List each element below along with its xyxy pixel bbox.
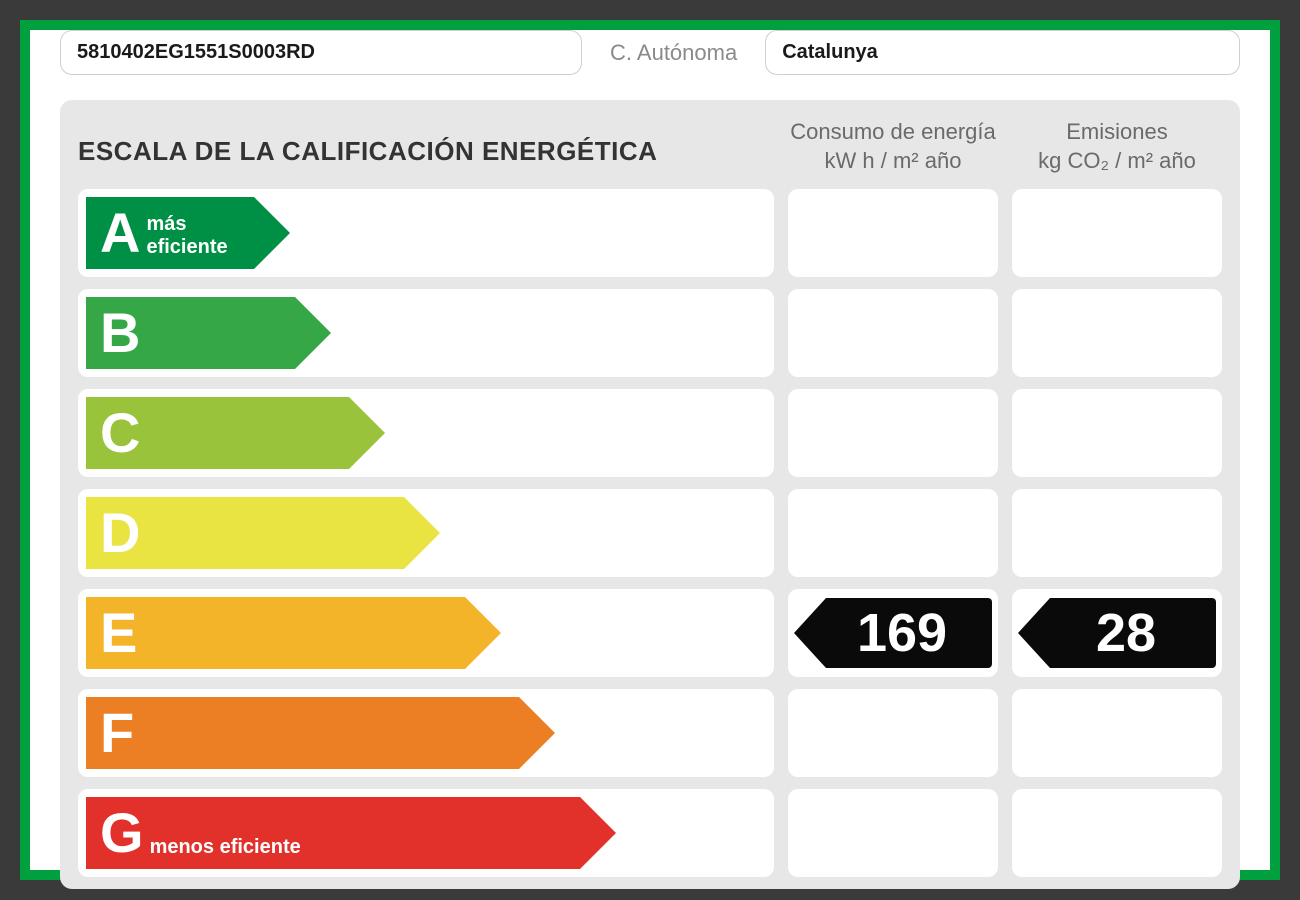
rating-row-f: F bbox=[78, 689, 1222, 777]
rating-rows: Amás eficienteBCDE16928FGmenos eficiente bbox=[78, 189, 1222, 877]
consumption-cell bbox=[788, 789, 998, 877]
region-field: Catalunya bbox=[765, 30, 1240, 75]
indicator-tip-icon bbox=[1018, 598, 1050, 668]
emissions-cell bbox=[1012, 689, 1222, 777]
rating-letter: F bbox=[100, 697, 134, 769]
emissions-cell bbox=[1012, 489, 1222, 577]
rating-letter: G bbox=[100, 797, 144, 869]
rating-row-e: E 169 28 bbox=[78, 589, 1222, 677]
rating-arrow-tip bbox=[349, 397, 385, 469]
indicator-tip-icon bbox=[794, 598, 826, 668]
rating-arrow: F bbox=[86, 697, 555, 769]
consumption-cell bbox=[788, 189, 998, 277]
rating-arrow-body: Gmenos eficiente bbox=[86, 797, 580, 869]
rating-arrow-body: C bbox=[86, 397, 349, 469]
emissions-cell bbox=[1012, 789, 1222, 877]
header-row: 5810402EG1551S0003RD C. Autónoma Catalun… bbox=[60, 30, 1240, 75]
rating-arrow-tip bbox=[465, 597, 501, 669]
consumption-cell bbox=[788, 289, 998, 377]
rating-letter: C bbox=[100, 397, 140, 469]
emissions-cell bbox=[1012, 189, 1222, 277]
emissions-header: Emisiones kg CO₂ / m² año bbox=[1012, 118, 1222, 175]
rating-arrow-cell: F bbox=[78, 689, 774, 777]
emissions-cell: 28 bbox=[1012, 589, 1222, 677]
consumption-header: Consumo de energía kW h / m² año bbox=[788, 118, 998, 175]
rating-arrow: Gmenos eficiente bbox=[86, 797, 616, 869]
rating-arrow-cell: Gmenos eficiente bbox=[78, 789, 774, 877]
emissions-value: 28 bbox=[1050, 598, 1216, 668]
rating-arrow: C bbox=[86, 397, 385, 469]
consumption-header-line2: kW h / m² año bbox=[788, 147, 998, 176]
rating-arrow-body: F bbox=[86, 697, 519, 769]
region-label: C. Autónoma bbox=[602, 40, 745, 66]
certificate-frame: 5810402EG1551S0003RD C. Autónoma Catalun… bbox=[20, 20, 1280, 880]
consumption-header-line1: Consumo de energía bbox=[788, 118, 998, 147]
rating-letter: A bbox=[100, 197, 140, 269]
rating-row-a: Amás eficiente bbox=[78, 189, 1222, 277]
rating-arrow: D bbox=[86, 497, 440, 569]
consumption-value: 169 bbox=[826, 598, 992, 668]
rating-sublabel: menos eficiente bbox=[150, 836, 301, 869]
rating-arrow-body: Amás eficiente bbox=[86, 197, 254, 269]
rating-arrow-cell: E bbox=[78, 589, 774, 677]
rating-arrow-tip bbox=[404, 497, 440, 569]
emissions-cell bbox=[1012, 389, 1222, 477]
consumption-cell bbox=[788, 389, 998, 477]
rating-arrow-cell: Amás eficiente bbox=[78, 189, 774, 277]
consumption-cell bbox=[788, 689, 998, 777]
rating-arrow-tip bbox=[519, 697, 555, 769]
rating-arrow-cell: D bbox=[78, 489, 774, 577]
rating-arrow-body: B bbox=[86, 297, 295, 369]
column-headers: Consumo de energía kW h / m² año Emision… bbox=[788, 118, 1222, 175]
energy-scale-panel: ESCALA DE LA CALIFICACIÓN ENERGÉTICA Con… bbox=[60, 100, 1240, 889]
rating-row-d: D bbox=[78, 489, 1222, 577]
consumption-cell bbox=[788, 489, 998, 577]
rating-letter: E bbox=[100, 597, 137, 669]
rating-row-b: B bbox=[78, 289, 1222, 377]
rating-row-c: C bbox=[78, 389, 1222, 477]
consumption-cell: 169 bbox=[788, 589, 998, 677]
rating-letter: D bbox=[100, 497, 140, 569]
rating-arrow-cell: B bbox=[78, 289, 774, 377]
rating-arrow: Amás eficiente bbox=[86, 197, 290, 269]
scale-title: ESCALA DE LA CALIFICACIÓN ENERGÉTICA bbox=[78, 118, 788, 167]
rating-arrow: E bbox=[86, 597, 501, 669]
emissions-indicator: 28 bbox=[1018, 598, 1216, 668]
cadastral-reference-field: 5810402EG1551S0003RD bbox=[60, 30, 582, 75]
rating-letter: B bbox=[100, 297, 140, 369]
rating-arrow: B bbox=[86, 297, 331, 369]
region-value: Catalunya bbox=[782, 41, 878, 63]
rating-arrow-body: E bbox=[86, 597, 465, 669]
emissions-cell bbox=[1012, 289, 1222, 377]
rating-sublabel: más eficiente bbox=[146, 213, 254, 269]
emissions-header-line2: kg CO₂ / m² año bbox=[1012, 147, 1222, 176]
rating-arrow-tip bbox=[254, 197, 290, 269]
consumption-indicator: 169 bbox=[794, 598, 992, 668]
emissions-header-line1: Emisiones bbox=[1012, 118, 1222, 147]
cadastral-reference-value: 5810402EG1551S0003RD bbox=[77, 41, 315, 63]
rating-row-g: Gmenos eficiente bbox=[78, 789, 1222, 877]
rating-arrow-body: D bbox=[86, 497, 404, 569]
rating-arrow-tip bbox=[580, 797, 616, 869]
rating-arrow-tip bbox=[295, 297, 331, 369]
rating-arrow-cell: C bbox=[78, 389, 774, 477]
scale-header: ESCALA DE LA CALIFICACIÓN ENERGÉTICA Con… bbox=[78, 118, 1222, 175]
